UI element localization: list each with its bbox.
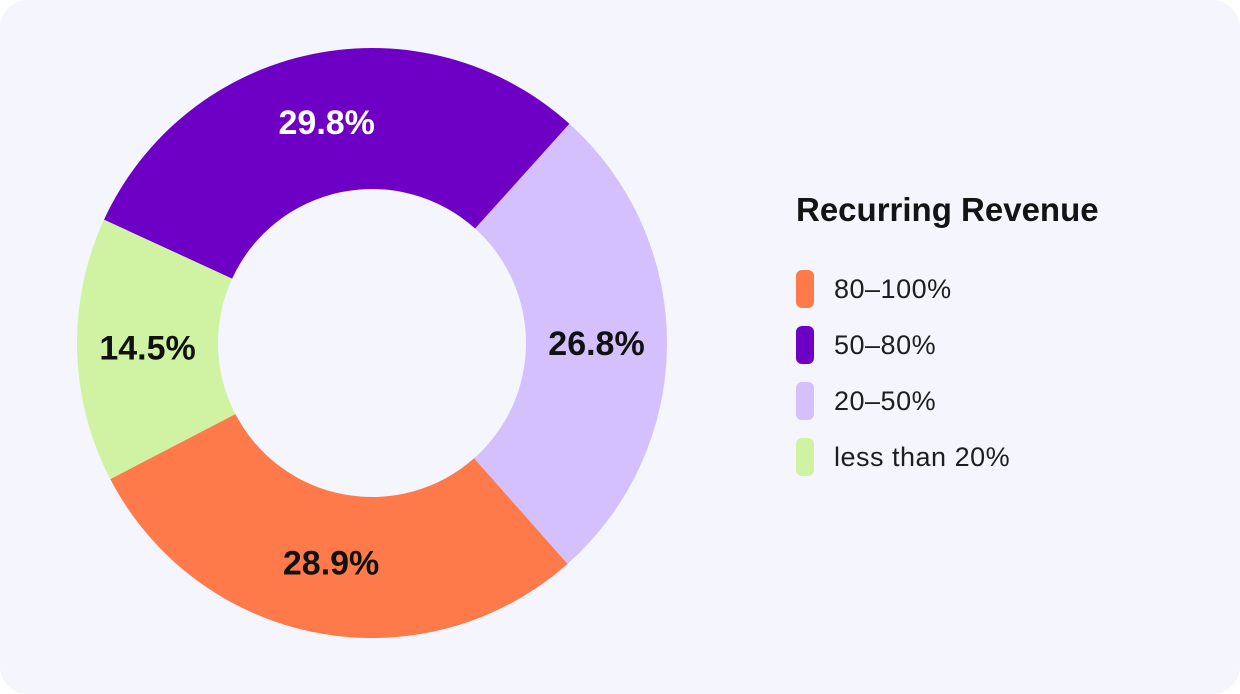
- slice-value-label: 26.8%: [548, 325, 644, 363]
- donut-slice-50-80-: [104, 47, 570, 279]
- legend-label: less than 20%: [834, 441, 1011, 472]
- slice-value-label: 28.9%: [283, 545, 379, 583]
- donut-slice-less-than-20-: [77, 219, 236, 480]
- legend-label: 80–100%: [834, 273, 952, 304]
- donut-slice-80-100-: [110, 414, 568, 638]
- slice-value-label: 29.8%: [279, 104, 375, 142]
- donut-slice-20-50-: [474, 123, 668, 564]
- legend-label: 50–80%: [834, 329, 937, 360]
- legend-title: Recurring Revenue: [796, 191, 1099, 228]
- legend-swatch: [796, 438, 814, 476]
- legend-item-20-50: 20–50%: [796, 366, 1216, 436]
- legend-item-less-than-20: less than 20%: [796, 422, 1216, 492]
- legend-item-80-100: 80–100%: [796, 254, 1216, 324]
- donut-chart: 26.8% 28.9% 14.5% 29.8%: [77, 47, 668, 638]
- legend-item-50-80: 50–80%: [796, 310, 1216, 380]
- legend-swatch: [796, 326, 814, 364]
- legend: Recurring Revenue 80–100% 50–80% 20–50% …: [796, 190, 1216, 492]
- legend-label: 20–50%: [834, 385, 937, 416]
- slice-value-label: 14.5%: [99, 329, 195, 367]
- legend-swatch: [796, 270, 814, 308]
- legend-swatch: [796, 382, 814, 420]
